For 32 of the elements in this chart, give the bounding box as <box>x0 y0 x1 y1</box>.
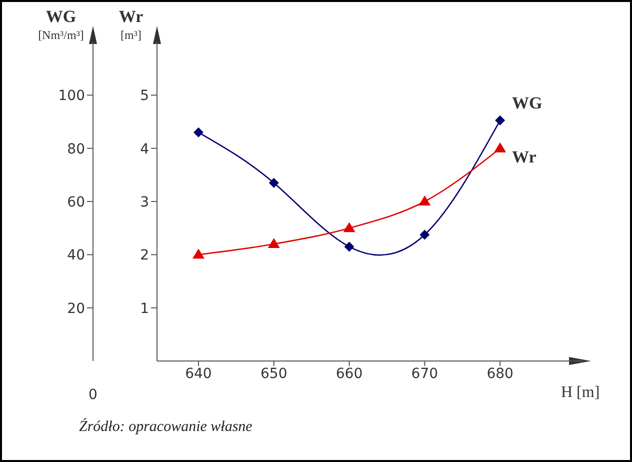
series-label: WG <box>512 93 542 112</box>
point <box>343 222 356 232</box>
y-tick-label: 100 <box>58 88 85 104</box>
text: Źródło: opracowanie własne <box>79 418 253 435</box>
point <box>495 115 506 126</box>
point <box>268 178 279 188</box>
y2-tick-label: 5 <box>140 88 149 104</box>
y-tick-label: 80 <box>67 141 85 158</box>
point <box>193 127 204 138</box>
x-tick-label: 670 <box>411 366 438 382</box>
point <box>418 196 431 206</box>
y-tick-label: 20 <box>67 300 85 317</box>
point <box>494 142 506 152</box>
point <box>192 248 204 259</box>
series-label: Wr <box>512 147 537 166</box>
y2-tick-label: 3 <box>140 194 149 210</box>
x-tick-label: 650 <box>260 366 288 382</box>
y-tick-label: 40 <box>67 248 85 264</box>
y2-axis-title: Wr [m³] <box>118 7 144 42</box>
y2-tick-label: 2 <box>140 248 149 264</box>
y2-tick-label: 1 <box>140 300 149 317</box>
text: 0 <box>88 387 98 403</box>
x-tick-label: 660 <box>336 366 363 382</box>
y-axis-title: WG [Nm³/m³] <box>38 7 84 42</box>
x-tick-label: 680 <box>486 366 514 382</box>
x-axis-title: H [m] <box>561 384 600 401</box>
y2-tick-label: 4 <box>140 141 150 158</box>
y-tick-label: 60 <box>67 194 85 210</box>
point <box>268 238 280 248</box>
point <box>420 230 430 240</box>
point <box>344 242 354 252</box>
x-tick-label: 640 <box>185 366 212 382</box>
